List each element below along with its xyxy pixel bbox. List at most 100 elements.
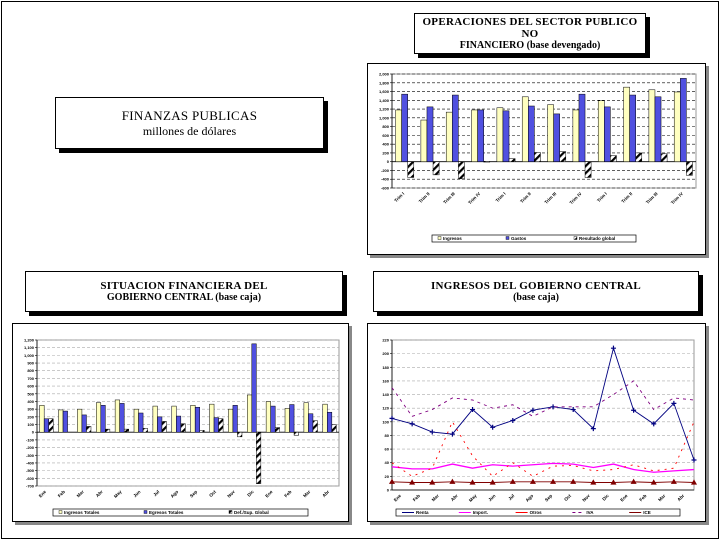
y-tick-label: -100 xyxy=(26,437,35,442)
bar-ingresos-totales xyxy=(247,394,253,433)
data-point-marker xyxy=(570,407,576,413)
y-tick-label: -600 xyxy=(26,476,35,481)
bar-ingresos-totales xyxy=(77,408,83,433)
bar-ingresos xyxy=(445,111,453,162)
x-tick-label: Trim II xyxy=(620,191,633,204)
bar-def-sup-global xyxy=(180,423,186,433)
bar-def-sup-global xyxy=(312,420,318,433)
x-tick-label: Nov xyxy=(581,493,591,503)
bar-resultado-global xyxy=(407,161,415,178)
y-tick-label: 1,200 xyxy=(24,338,35,343)
data-point-marker xyxy=(409,421,415,427)
line-iva xyxy=(391,380,695,417)
data-point-marker xyxy=(570,478,577,484)
x-tick-label: Oct xyxy=(563,493,572,502)
x-tick-label: Mar xyxy=(76,489,85,498)
y-tick-label: 200 xyxy=(27,414,34,419)
bar-ingresos xyxy=(597,100,605,162)
y-tick-label: 700 xyxy=(27,376,34,381)
y-tick-label: 180 xyxy=(382,365,389,370)
bar-ingresos xyxy=(673,91,681,162)
bar-egresos-totales xyxy=(157,416,163,433)
x-tick-label: Ene xyxy=(619,493,629,503)
y-tick-label: 60 xyxy=(385,447,390,452)
bar-gastos xyxy=(578,93,586,162)
data-point-marker xyxy=(469,479,476,485)
spnf-chart: -600 -400 -200 0 200 400 600 800 1,000 1,200 1,400… xyxy=(367,63,706,255)
x-tick-label: Dic xyxy=(246,489,255,498)
bar-gastos xyxy=(629,94,636,162)
bar-gastos xyxy=(680,78,687,162)
data-point-marker xyxy=(610,345,616,351)
bar-ingresos xyxy=(496,107,504,162)
data-point-marker xyxy=(671,400,677,406)
data-point-marker xyxy=(389,415,395,421)
gc-title-line1: SITUACION FINANCIERA DEL xyxy=(100,280,268,292)
legend-label: Renta xyxy=(416,510,429,515)
y-tick-label: -400 xyxy=(381,177,390,182)
y-tick-label: 1,000 xyxy=(379,115,390,120)
bar-resultado-global xyxy=(508,158,516,162)
ing-title-line1: INGRESOS DEL GOBIERNO CENTRAL xyxy=(430,280,642,292)
data-point-marker xyxy=(550,478,557,484)
x-tick-label: Feb xyxy=(283,489,292,498)
bar-resultado-global xyxy=(660,153,668,162)
data-point-marker xyxy=(490,424,496,430)
x-tick-label: Abr xyxy=(95,489,104,498)
y-tick-label: -500 xyxy=(26,468,35,473)
x-tick-label: Jul xyxy=(152,489,160,497)
bar-ingresos-totales xyxy=(58,409,64,433)
legend-label: Import. xyxy=(473,510,488,515)
bar-def-sup-global xyxy=(48,418,54,433)
legend-box xyxy=(52,508,309,517)
ing-title-box: INGRESOS DEL GOBIERNO CENTRAL (base caja… xyxy=(373,271,699,312)
spnf-title-box: OPERACIONES DEL SECTOR PUBLICO NO FINANC… xyxy=(414,13,646,54)
x-tick-label: May xyxy=(113,489,123,499)
bar-ingresos-totales xyxy=(133,408,139,433)
ing-chart-svg: 0 20 40 60 80 100 120 140 160 180 200 220 Ene Feb Mar A… xyxy=(382,338,698,517)
bar-def-sup-global xyxy=(105,428,111,433)
bar-resultado-global xyxy=(584,161,592,178)
bar-egresos-totales xyxy=(289,404,295,433)
y-tick-label: 600 xyxy=(382,133,389,138)
y-tick-label: 40 xyxy=(385,460,390,465)
bar-egresos-totales xyxy=(100,405,106,433)
x-tick-label: Trim IV xyxy=(569,191,583,205)
bar-ingresos-totales xyxy=(228,408,234,433)
data-point-marker xyxy=(449,431,455,437)
bar-gastos xyxy=(502,110,510,162)
x-tick-label: Trim II xyxy=(519,191,532,204)
legend-label: Ingresos xyxy=(443,236,462,241)
data-point-marker xyxy=(429,429,435,435)
legend-box xyxy=(431,234,637,243)
ing-chart: 0 20 40 60 80 100 120 140 160 180 200 220 Ene Feb Mar A… xyxy=(367,323,706,522)
bar-ingresos-totales xyxy=(190,405,196,433)
bar-gastos xyxy=(553,113,560,162)
bar-resultado-global xyxy=(458,161,465,180)
y-tick-label: 2,000 xyxy=(379,72,390,77)
legend-label: Otros xyxy=(530,510,542,515)
bar-gastos xyxy=(604,106,611,162)
x-tick-label: Trim I xyxy=(596,191,608,203)
x-tick-label: Trim IV xyxy=(670,191,684,205)
y-tick-label: 0 xyxy=(387,159,390,164)
legend-swatch xyxy=(143,510,148,514)
bar-ingresos xyxy=(547,104,554,162)
line-otros xyxy=(391,420,695,477)
legend-label: Resultado global xyxy=(579,236,615,241)
data-point-marker xyxy=(650,479,657,485)
legend-label: Ingresos Totales xyxy=(64,510,100,515)
x-tick-label: Oct xyxy=(208,489,217,498)
data-point-marker xyxy=(691,457,697,463)
legend-label: Gastos xyxy=(511,236,527,241)
x-tick-label: Mar xyxy=(657,493,666,502)
bar-egresos-totales xyxy=(119,403,125,433)
spnf-title-line1: OPERACIONES DEL SECTOR PUBLICO NO xyxy=(422,16,638,40)
plot-area xyxy=(391,339,695,491)
y-tick-label: -400 xyxy=(26,460,35,465)
y-tick-label: 400 xyxy=(27,399,34,404)
bar-def-sup-global xyxy=(199,430,205,433)
data-point-marker xyxy=(449,478,456,484)
main-title-box: FINANZAS PUBLICAS millones de dólares xyxy=(55,97,324,149)
